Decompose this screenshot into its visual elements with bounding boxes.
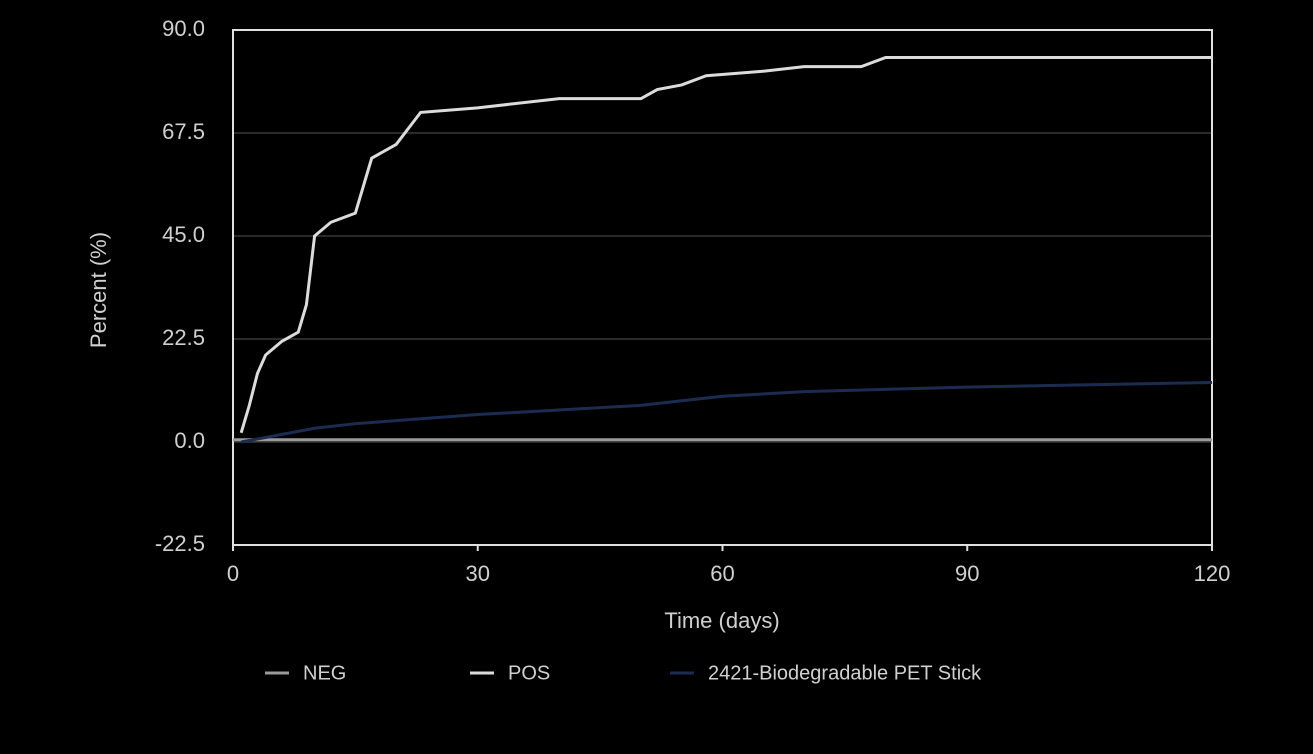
plot-frame [232, 29, 1213, 546]
x-tick-label: 30 [466, 561, 490, 586]
x-tick-label: 120 [1194, 561, 1231, 586]
series-line [239, 55, 1212, 434]
y-tick-label: 67.5 [162, 119, 205, 144]
series-line [240, 380, 1213, 444]
x-axis-label: Time (days) [664, 608, 779, 633]
y-axis-label: Percent (%) [86, 232, 111, 348]
y-tick-label: 22.5 [162, 325, 205, 350]
y-tick-label: 90.0 [162, 16, 205, 41]
x-tick-label: 0 [227, 561, 239, 586]
y-tick-label: 45.0 [162, 222, 205, 247]
legend-label: NEG [303, 662, 346, 684]
y-tick-label: -22.5 [155, 531, 205, 556]
x-tick-label: 90 [955, 561, 979, 586]
legend-label: 2421-Biodegradable PET Stick [708, 662, 982, 684]
legend-label: POS [508, 662, 550, 684]
x-tick-label: 60 [710, 561, 734, 586]
y-tick-label: 0.0 [174, 428, 205, 453]
